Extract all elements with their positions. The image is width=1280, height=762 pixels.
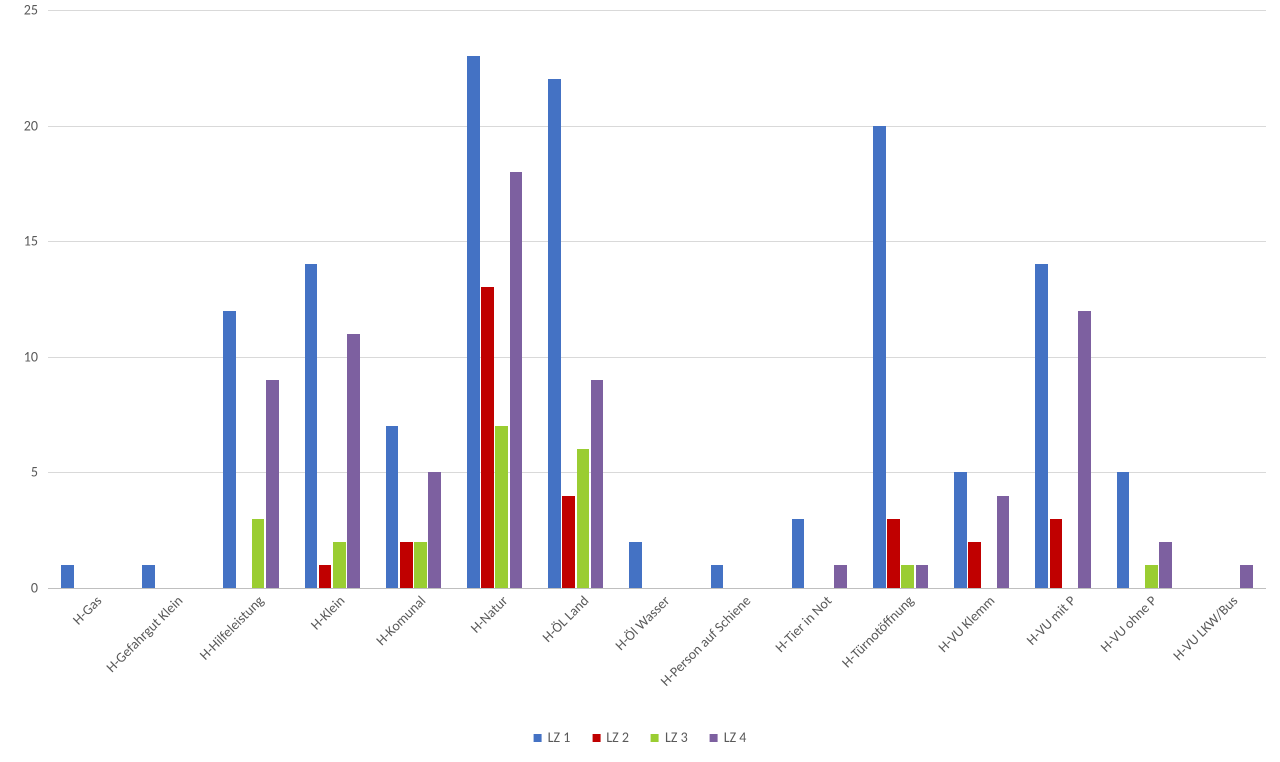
- x-tick-label: H-Natur: [353, 588, 511, 746]
- bar: [1159, 542, 1172, 588]
- legend-swatch: [651, 734, 659, 742]
- bar: [873, 126, 886, 588]
- bar: [1117, 472, 1130, 588]
- legend-item: LZ 1: [534, 729, 571, 746]
- legend-swatch: [710, 734, 718, 742]
- bar: [916, 565, 929, 588]
- x-tick-label: H-ÖL Land: [434, 588, 592, 746]
- bar: [629, 542, 642, 588]
- bar: [481, 287, 494, 588]
- x-tick-label: H-VU LKW/Bus: [1084, 588, 1242, 746]
- bar: [711, 565, 724, 588]
- y-tick-label: 20: [24, 117, 48, 134]
- bar: [414, 542, 427, 588]
- x-tick-label: H-Komunal: [272, 588, 430, 746]
- bar: [954, 472, 967, 588]
- bar: [997, 496, 1010, 588]
- bar: [252, 519, 265, 588]
- plot-area: 0510152025H-GasH-Gefahrgut KleinH-Hilfel…: [48, 10, 1266, 588]
- legend-item: LZ 3: [651, 729, 688, 746]
- gridline: [48, 10, 1266, 11]
- bar: [834, 565, 847, 588]
- legend-item: LZ 4: [710, 729, 747, 746]
- bar: [61, 565, 74, 588]
- bar: [223, 311, 236, 588]
- bar-chart: 0510152025H-GasH-Gefahrgut KleinH-Hilfel…: [0, 0, 1280, 762]
- x-tick-label: H-VU mit P: [922, 588, 1080, 746]
- y-tick-label: 10: [24, 348, 48, 365]
- x-tick-label: H-Türnotöffnung: [759, 588, 917, 746]
- bar: [1078, 311, 1091, 588]
- bar: [510, 172, 523, 588]
- bar: [467, 56, 480, 588]
- legend-label: LZ 1: [548, 729, 571, 746]
- bar: [347, 334, 360, 588]
- legend-label: LZ 3: [665, 729, 688, 746]
- bar: [577, 449, 590, 588]
- y-tick-label: 0: [31, 580, 48, 597]
- x-tick-label: H-VU ohne P: [1003, 588, 1161, 746]
- gridline: [48, 241, 1266, 242]
- bar: [400, 542, 413, 588]
- legend-label: LZ 2: [606, 729, 629, 746]
- legend-swatch: [534, 734, 542, 742]
- bar: [901, 565, 914, 588]
- bar: [591, 380, 604, 588]
- bar: [495, 426, 508, 588]
- x-tick-label: H-Hilfeleistung: [110, 588, 268, 746]
- gridline: [48, 126, 1266, 127]
- y-tick-label: 25: [24, 2, 48, 19]
- bar: [266, 380, 279, 588]
- bar: [1050, 519, 1063, 588]
- legend: LZ 1 LZ 2 LZ 3 LZ 4: [534, 729, 747, 746]
- y-tick-label: 5: [31, 464, 48, 481]
- bar: [562, 496, 575, 588]
- x-tick-label: H-Person auf Schiene: [597, 588, 755, 746]
- x-tick-label: H-VU Klemm: [840, 588, 998, 746]
- bar: [305, 264, 318, 588]
- bar: [386, 426, 399, 588]
- legend-label: LZ 4: [724, 729, 747, 746]
- x-tick-label: H-Gefahrgut Klein: [28, 588, 186, 746]
- bar: [333, 542, 346, 588]
- bar: [142, 565, 155, 588]
- x-tick-label: H-Öl Wasser: [516, 588, 674, 746]
- bar: [1035, 264, 1048, 588]
- bar: [1145, 565, 1158, 588]
- legend-item: LZ 2: [592, 729, 629, 746]
- bar: [319, 565, 332, 588]
- x-tick-label: H-Klein: [191, 588, 349, 746]
- bar: [428, 472, 441, 588]
- bar: [968, 542, 981, 588]
- legend-swatch: [592, 734, 600, 742]
- y-tick-label: 15: [24, 233, 48, 250]
- x-tick-label: H-Tier in Not: [678, 588, 836, 746]
- bar: [1240, 565, 1253, 588]
- bar: [548, 79, 561, 588]
- bar: [792, 519, 805, 588]
- bar: [887, 519, 900, 588]
